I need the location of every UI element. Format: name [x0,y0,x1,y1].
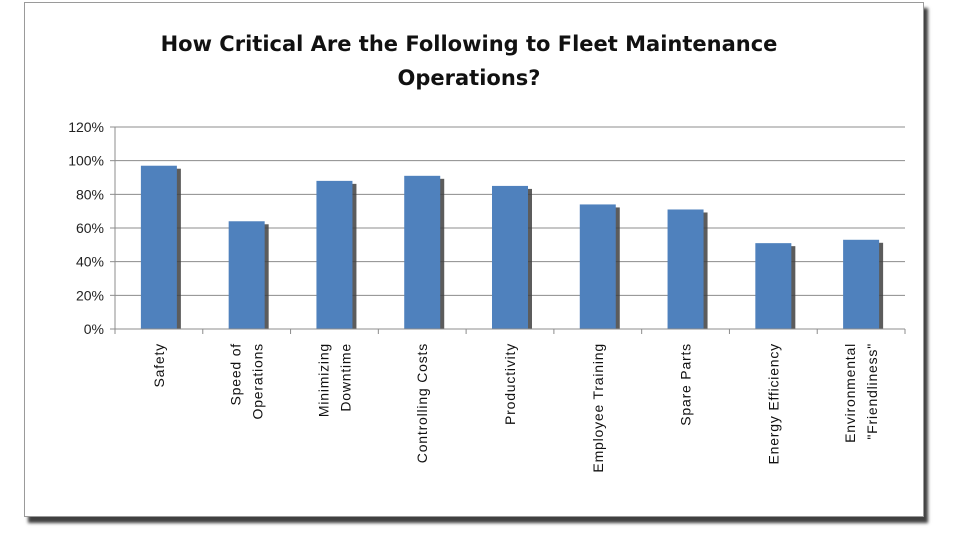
x-tick-label: "Friendliness" [864,343,880,440]
y-tick-label: 100% [68,153,104,169]
x-tick-label: Speed of [228,343,244,405]
y-tick-label: 80% [76,186,104,202]
chart-title-line: How Critical Are the Following to Fleet … [161,32,778,56]
y-tick-label: 20% [76,287,104,303]
x-tick-label: Environmental [842,343,858,443]
bar [228,221,265,329]
x-tick-label: Controlling Costs [414,343,430,463]
bar [755,243,792,329]
x-tick-label: Minimizing [315,343,331,417]
axes [114,127,906,334]
x-tick-label: Employee Training [590,343,606,473]
bar [579,204,616,329]
y-axis-ticks: 0% 20% 40% 60% 80% 100% 120% [68,119,115,337]
y-tick-label: 40% [76,254,104,270]
y-tick-label: 60% [76,220,104,236]
x-axis-ticks: Safety Speed of Operations Minimizing Downti… [151,343,880,473]
bar [404,175,441,329]
chart-title-line: Operations? [398,66,541,90]
x-tick-label: Productivity [502,343,518,425]
y-tick-label: 120% [68,119,104,135]
x-tick-label: Spare Parts [678,343,694,426]
x-tick-label: Energy Efficiency [765,343,781,465]
bar [843,239,880,329]
bar [492,185,528,329]
bar [316,180,353,329]
x-tick-label: Operations [250,343,266,419]
x-tick-label: Downtime [337,343,353,412]
bar-chart: How Critical Are the Following to Fleet … [68,32,906,473]
bar [140,165,177,329]
chart-frame: How Critical Are the Following to Fleet … [24,2,924,517]
bars [140,165,884,329]
bar [667,209,704,329]
chart-title: How Critical Are the Following to Fleet … [161,32,778,90]
x-tick-label: Safety [151,343,167,388]
y-tick-label: 0% [84,321,104,337]
